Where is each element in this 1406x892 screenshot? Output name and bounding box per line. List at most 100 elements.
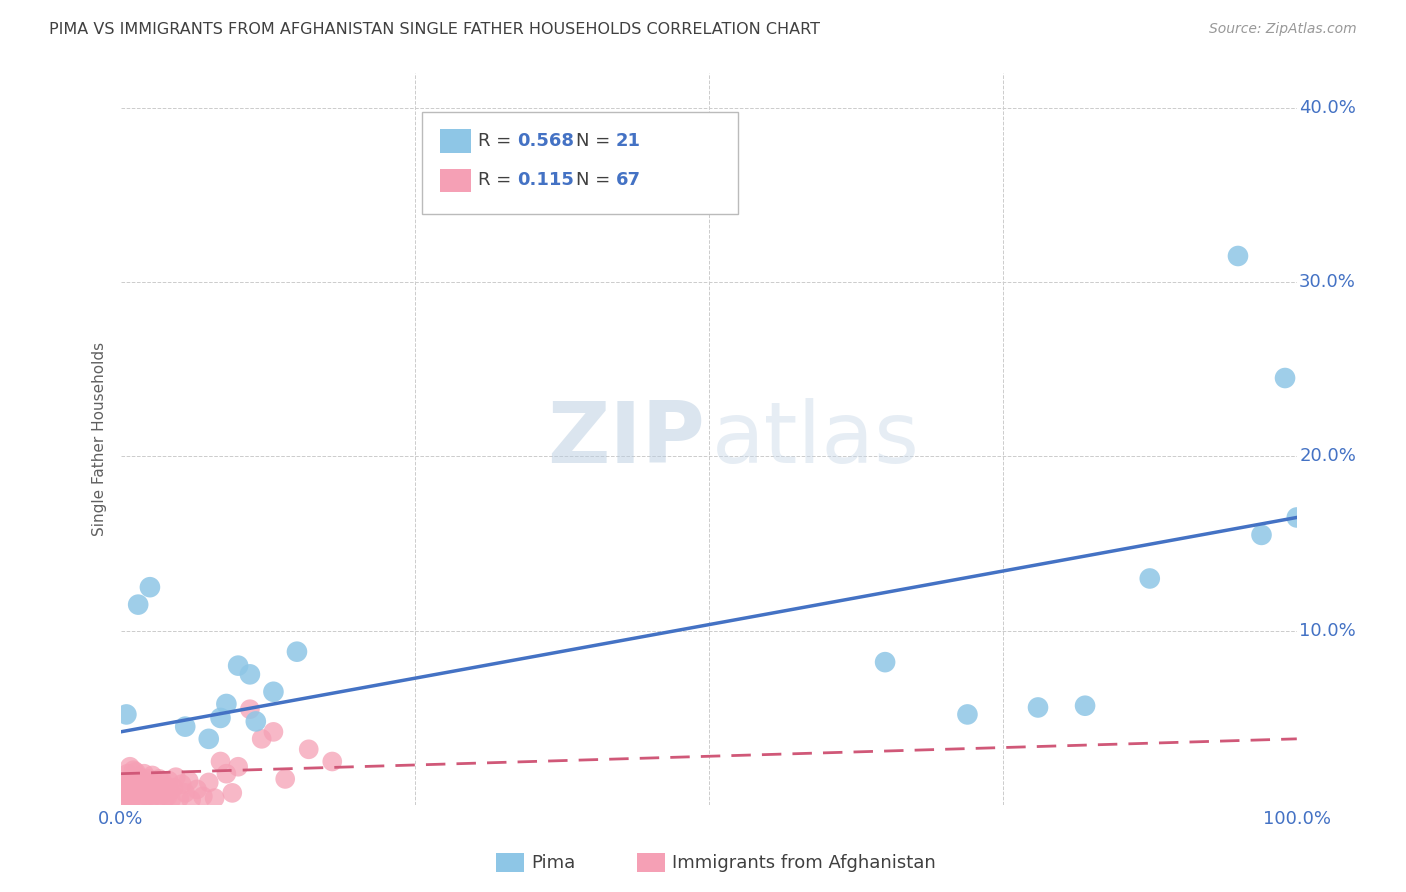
Point xyxy=(122,763,145,777)
Point xyxy=(1285,510,1308,524)
Point xyxy=(875,655,897,669)
Point xyxy=(148,772,170,786)
Text: atlas: atlas xyxy=(713,398,920,481)
Point xyxy=(215,697,238,711)
Text: Source: ZipAtlas.com: Source: ZipAtlas.com xyxy=(1209,22,1357,37)
Point xyxy=(155,780,177,795)
Point xyxy=(226,658,249,673)
Point xyxy=(118,780,141,795)
Point xyxy=(121,791,143,805)
Point xyxy=(165,770,187,784)
Point xyxy=(128,770,150,784)
Point xyxy=(1026,700,1049,714)
Text: R =: R = xyxy=(478,171,517,189)
Point xyxy=(145,777,167,791)
Point xyxy=(174,786,197,800)
Text: Pima: Pima xyxy=(531,854,575,871)
Point xyxy=(298,742,321,756)
Text: 21: 21 xyxy=(616,132,641,150)
Text: 20.0%: 20.0% xyxy=(1299,448,1355,466)
Point xyxy=(285,645,308,659)
Point xyxy=(1074,698,1097,713)
Point xyxy=(156,789,179,804)
Point xyxy=(169,791,191,805)
Point xyxy=(135,775,157,789)
Point xyxy=(117,766,139,780)
Point xyxy=(215,766,238,780)
Point xyxy=(226,760,249,774)
Point xyxy=(197,775,219,789)
Text: 67: 67 xyxy=(616,171,641,189)
Point xyxy=(127,598,149,612)
Point xyxy=(111,791,134,805)
Point xyxy=(186,782,208,797)
Point xyxy=(157,773,180,788)
Point xyxy=(1226,249,1249,263)
Point xyxy=(177,773,200,788)
Point xyxy=(139,779,162,793)
Point xyxy=(122,784,145,798)
Text: PIMA VS IMMIGRANTS FROM AFGHANISTAN SINGLE FATHER HOUSEHOLDS CORRELATION CHART: PIMA VS IMMIGRANTS FROM AFGHANISTAN SING… xyxy=(49,22,820,37)
Point xyxy=(239,667,262,681)
Point xyxy=(118,760,141,774)
Point xyxy=(209,755,232,769)
Point xyxy=(121,770,143,784)
Text: 30.0%: 30.0% xyxy=(1299,273,1355,291)
Point xyxy=(125,782,148,797)
Point xyxy=(209,711,232,725)
Text: 0.115: 0.115 xyxy=(517,171,574,189)
Text: 10.0%: 10.0% xyxy=(1299,622,1355,640)
Point xyxy=(125,779,148,793)
Point xyxy=(141,768,163,782)
Point xyxy=(250,731,273,746)
Point xyxy=(118,772,141,786)
Point xyxy=(134,784,156,798)
Point xyxy=(153,793,176,807)
Point xyxy=(138,772,160,786)
Point xyxy=(321,755,343,769)
Point xyxy=(115,789,138,804)
Point xyxy=(120,788,142,802)
Text: R =: R = xyxy=(478,132,517,150)
Text: N =: N = xyxy=(576,171,616,189)
Point xyxy=(1139,572,1161,586)
Text: 40.0%: 40.0% xyxy=(1299,99,1355,117)
Point xyxy=(127,793,149,807)
Point xyxy=(956,707,979,722)
Point xyxy=(124,773,146,788)
Y-axis label: Single Father Households: Single Father Households xyxy=(93,342,107,536)
Point xyxy=(129,786,152,800)
Point xyxy=(245,714,267,729)
Point xyxy=(170,777,193,791)
Point xyxy=(274,772,297,786)
Point xyxy=(152,775,174,789)
Text: Immigrants from Afghanistan: Immigrants from Afghanistan xyxy=(672,854,936,871)
Point xyxy=(262,724,284,739)
Point xyxy=(118,793,141,807)
Point xyxy=(150,788,173,802)
Point xyxy=(160,793,183,807)
Text: N =: N = xyxy=(576,132,616,150)
Point xyxy=(1274,371,1296,385)
Point xyxy=(139,580,162,594)
Point xyxy=(142,788,165,802)
Point xyxy=(132,791,155,805)
Point xyxy=(124,789,146,804)
Point xyxy=(146,782,169,797)
Point xyxy=(125,764,148,779)
Point xyxy=(191,789,214,804)
Point xyxy=(136,789,159,804)
Point xyxy=(174,720,197,734)
Point xyxy=(146,791,169,805)
Point xyxy=(1250,528,1272,542)
Point xyxy=(115,707,138,722)
Point xyxy=(162,780,184,795)
Point xyxy=(239,702,262,716)
Point xyxy=(204,791,226,805)
Point xyxy=(139,793,162,807)
Text: 0.568: 0.568 xyxy=(517,132,575,150)
Point xyxy=(221,786,243,800)
Point xyxy=(132,766,155,780)
Point xyxy=(262,685,284,699)
Point xyxy=(197,731,219,746)
